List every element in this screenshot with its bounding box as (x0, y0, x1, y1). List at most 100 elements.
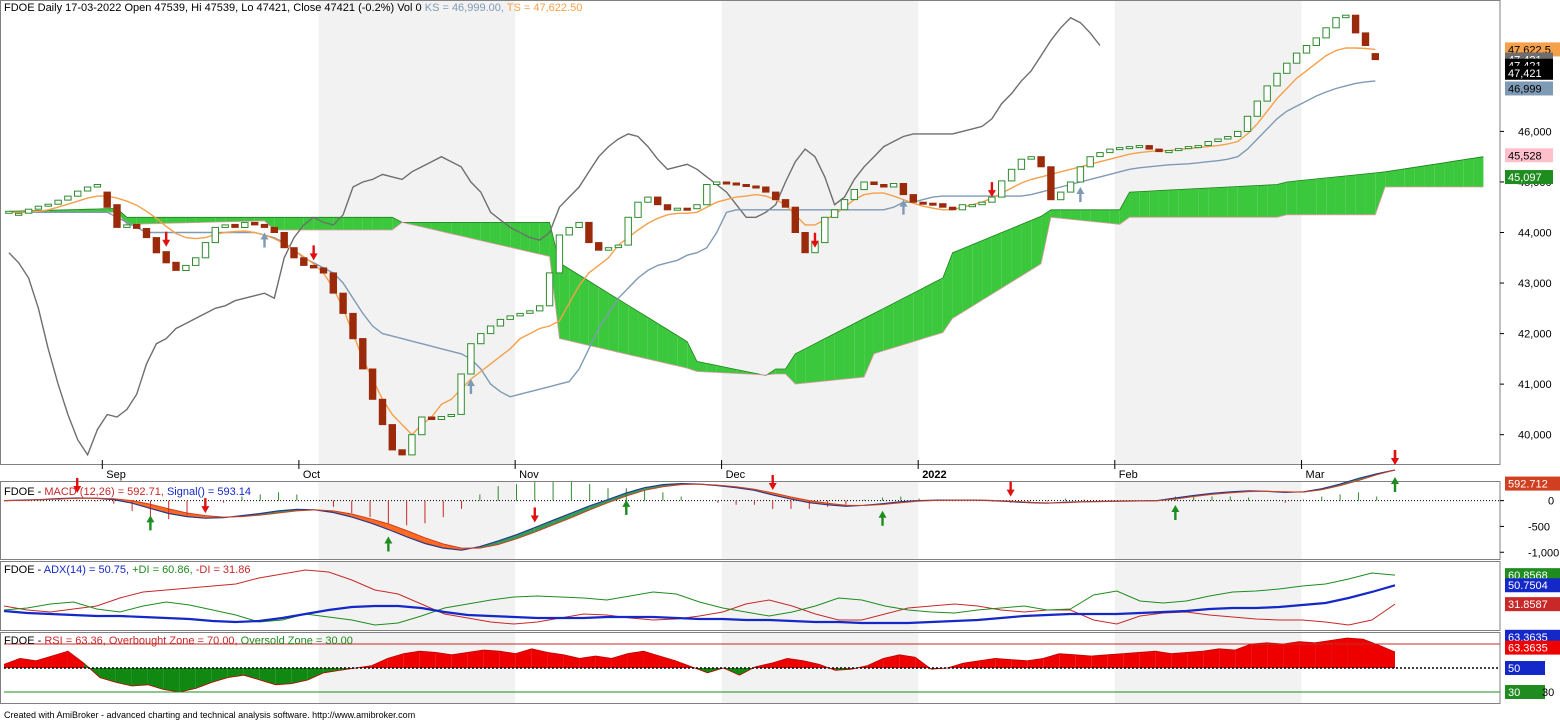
cloud-segment (874, 308, 884, 353)
month-label: 2022 (922, 469, 946, 481)
cloud-segment (137, 217, 147, 224)
candle (35, 206, 41, 209)
candle (1018, 159, 1024, 169)
candle (930, 203, 936, 205)
candle (310, 265, 316, 268)
cloud-segment (825, 334, 835, 382)
rsi-fill-segment (1251, 643, 1267, 668)
month-label: Feb (1119, 469, 1138, 481)
candle (1087, 157, 1093, 167)
candle (409, 435, 415, 455)
cloud-segment (1395, 169, 1405, 187)
candle (1028, 157, 1034, 160)
candle (723, 182, 729, 184)
cloud-segment (923, 283, 933, 339)
rsi-fill-segment (1123, 652, 1139, 668)
cloud-segment (1031, 216, 1041, 270)
cloud-segment (609, 293, 619, 352)
macd-sell-arrow (1007, 482, 1015, 497)
rsi-fill-segment (36, 656, 52, 668)
cloud-segment (618, 299, 628, 354)
cloud-segment (884, 303, 894, 351)
candle (124, 225, 130, 228)
cloud-segment (1306, 179, 1316, 215)
candle (704, 185, 710, 205)
candle (989, 197, 995, 202)
cloud-segment (1080, 210, 1090, 222)
price-pane[interactable]: 40,00041,00042,00043,00044,00045,00046,0… (1, 0, 1560, 481)
candle (507, 316, 513, 320)
rsi-fill-segment (1171, 652, 1187, 668)
candle (841, 200, 847, 210)
macd-header-label: MACD (12,26) = 592.71, (44, 486, 164, 498)
rsi-fill-segment (1187, 651, 1203, 668)
candle (861, 182, 867, 190)
price-y-tick-label: 40,000 (1518, 430, 1552, 442)
cloud-segment (933, 278, 943, 336)
cloud-segment (844, 323, 854, 379)
month-label: Oct (303, 469, 320, 481)
candle (1274, 73, 1280, 86)
cloud-segment (1474, 157, 1484, 187)
candle (1166, 151, 1172, 153)
rsi-fill-segment (516, 649, 532, 668)
rsi-header-ob: Overbought Zone = 70.00, (109, 635, 238, 647)
cloud-segment (687, 342, 697, 372)
candle (969, 205, 975, 207)
rsi-fill-segment (1107, 654, 1123, 668)
rsi-badge-label: 63.3635 (1508, 643, 1548, 655)
candle (920, 202, 926, 204)
candle (999, 181, 1005, 197)
cloud-segment (569, 269, 579, 343)
cloud-segment (1061, 210, 1071, 220)
price-badge-label: 46,999 (1508, 83, 1542, 95)
candle (1205, 142, 1211, 146)
candle (478, 334, 484, 344)
price-buy-arrow (1076, 187, 1084, 202)
cloud-segment (776, 369, 786, 374)
rsi-fill-segment (1075, 655, 1091, 668)
chikou-span-line (9, 18, 1100, 455)
month-label: Dec (726, 469, 746, 481)
rsi-pane-header: FDOE - RSI = 63.36, Overbought Zone = 70… (4, 635, 353, 647)
price-badge-label: 45,528 (1508, 150, 1542, 162)
cloud-segment (461, 222, 471, 238)
price-sell-arrow (310, 245, 318, 260)
cloud-segment (1287, 181, 1297, 215)
rsi-fill-segment (180, 668, 196, 692)
price-badge-label: 47,421 (1508, 68, 1542, 80)
candle (114, 205, 120, 228)
cloud-segment (972, 241, 982, 307)
candle (664, 205, 670, 210)
rsi-fill-segment (468, 650, 484, 668)
cloud-segment (982, 237, 992, 301)
candle (655, 197, 661, 205)
candle (517, 313, 523, 316)
adx-header-mdi: -DI = 31.86 (196, 564, 251, 576)
candle (537, 306, 543, 311)
rsi-fill-segment (1315, 640, 1331, 668)
cloud-segment (1316, 178, 1326, 215)
candle (694, 205, 700, 209)
candle (605, 248, 611, 251)
cloud-segment (1297, 180, 1307, 215)
candle (271, 227, 277, 232)
candle (134, 224, 140, 228)
cloud-segment (196, 217, 206, 222)
rsi-badge-label: 30 (1508, 687, 1520, 699)
cloud-segment (1159, 190, 1169, 217)
rsi-fill-segment (1299, 642, 1315, 668)
candle (1254, 101, 1260, 116)
cloud-segment (186, 217, 196, 223)
candle (802, 233, 808, 253)
cloud-segment (1424, 164, 1434, 187)
cloud-segment (235, 217, 245, 221)
cloud-segment (579, 275, 589, 346)
candle (1343, 15, 1349, 18)
rsi-y-tick-label: 30 (1542, 687, 1554, 699)
macd-badge-label: 592.712 (1508, 479, 1548, 491)
candle (232, 224, 238, 227)
cloud-segment (166, 217, 176, 223)
